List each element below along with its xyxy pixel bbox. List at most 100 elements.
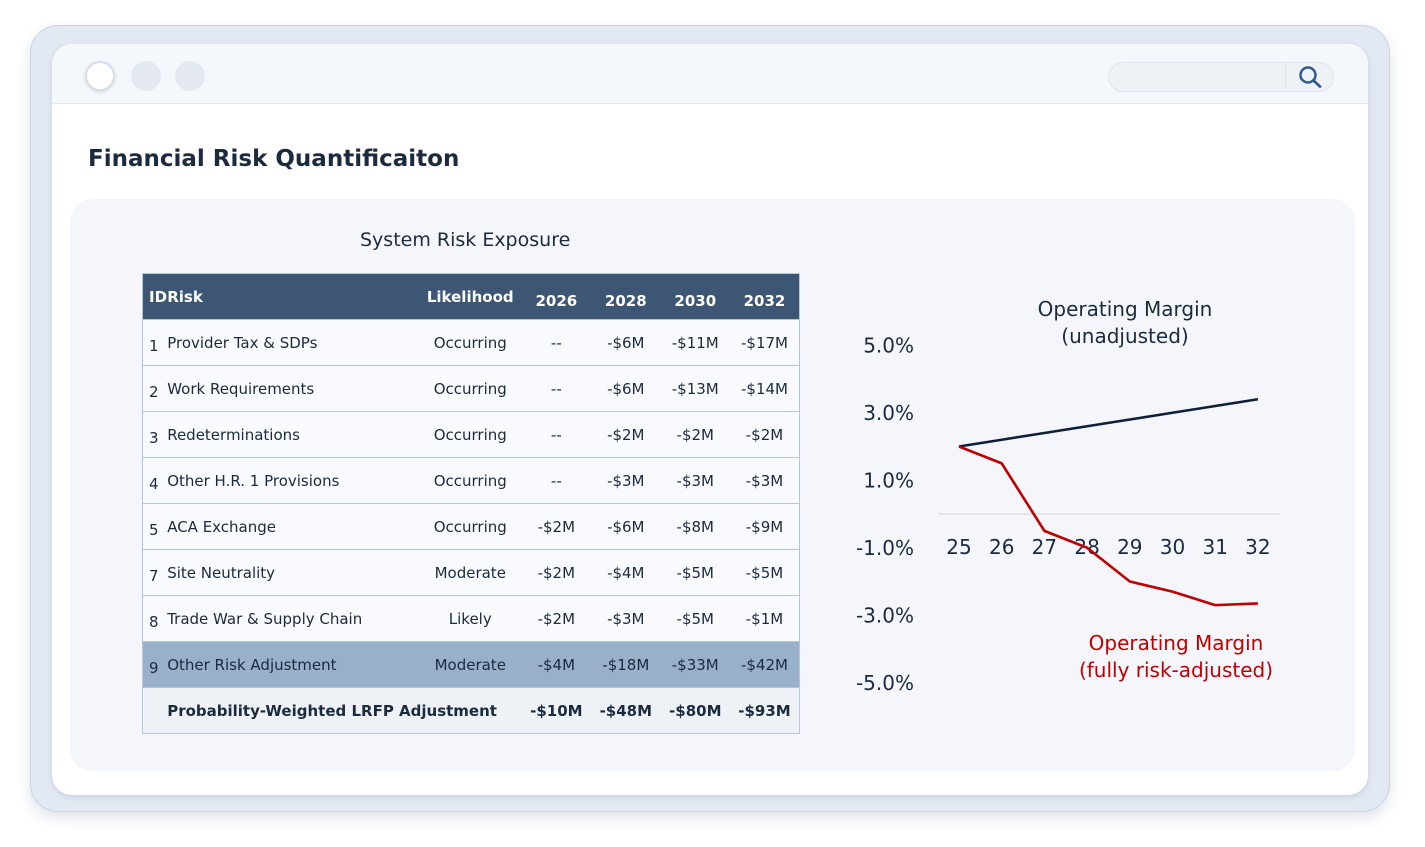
row-likelihood: Occurring <box>418 365 522 412</box>
total-label: Probability-Weighted LRFP Adjustment <box>167 687 522 734</box>
row-risk: ACA Exchange <box>167 503 419 550</box>
row-value: -$6M <box>591 319 661 366</box>
x-tick-label: 32 <box>1245 535 1270 559</box>
y-tick-label: 1.0% <box>863 468 914 492</box>
row-value: -$8M <box>660 503 730 550</box>
header-year: 2026 <box>521 273 592 320</box>
table-row: 7 Site Neutrality Moderate -$2M -$4M -$5M -$… <box>142 549 800 596</box>
row-value: -$4M <box>591 549 661 596</box>
row-value: -$2M <box>660 411 730 458</box>
row-value: -$3M <box>591 595 661 642</box>
row-likelihood: Occurring <box>418 411 522 458</box>
series-label: (fully risk-adjusted) <box>1079 658 1273 682</box>
risk-table: ID Risk Likelihood 2026 2028 2030 2032 1… <box>142 273 800 734</box>
table-title: System Risk Exposure <box>360 229 571 251</box>
total-value: -$10M <box>521 687 592 734</box>
row-value: -$2M <box>591 411 661 458</box>
row-value: -$6M <box>591 365 661 412</box>
row-risk: Work Requirements <box>167 365 419 412</box>
search-button[interactable] <box>1285 63 1333 91</box>
row-value: -- <box>521 411 592 458</box>
page-title: Financial Risk Quantificaiton <box>88 146 460 172</box>
row-value: -- <box>521 457 592 504</box>
y-tick-label: -5.0% <box>856 671 914 695</box>
row-likelihood: Moderate <box>418 641 522 688</box>
table-row: 8 Trade War & Supply Chain Likely -$2M -$3… <box>142 595 800 642</box>
row-id: 1 <box>142 319 168 366</box>
row-value: -$2M <box>521 595 592 642</box>
row-value: -$11M <box>660 319 730 366</box>
row-value: -$2M <box>521 549 592 596</box>
row-likelihood: Occurring <box>418 319 522 366</box>
row-id: 7 <box>142 549 168 596</box>
table-row: 2 Work Requirements Occurring -- -$6M -$13M… <box>142 365 800 412</box>
row-value: -$2M <box>521 503 592 550</box>
total-row: Probability-Weighted LRFP Adjustment -$10… <box>142 687 800 734</box>
row-likelihood: Moderate <box>418 549 522 596</box>
row-value: -$18M <box>591 641 661 688</box>
content-panel: System Risk Exposure ID Risk Likelihood … <box>70 199 1355 771</box>
row-likelihood: Occurring <box>418 457 522 504</box>
series-label: Operating Margin <box>1089 631 1264 655</box>
total-value: -$80M <box>660 687 730 734</box>
row-risk: Trade War & Supply Chain <box>167 595 419 642</box>
row-value: -$5M <box>660 595 730 642</box>
row-value: -$42M <box>730 641 800 688</box>
total-value: -$93M <box>730 687 800 734</box>
row-id: 2 <box>142 365 168 412</box>
row-value: -$1M <box>730 595 800 642</box>
row-value: -$6M <box>591 503 661 550</box>
table-row: 1 Provider Tax & SDPs Occurring -- -$6M -$1… <box>142 319 800 366</box>
series-line-1 <box>958 445 1258 607</box>
row-id: 3 <box>142 411 168 458</box>
row-value: -$3M <box>730 457 800 504</box>
total-id <box>142 687 168 734</box>
total-value: -$48M <box>591 687 661 734</box>
row-risk: Other Risk Adjustment <box>167 641 419 688</box>
row-risk: Provider Tax & SDPs <box>167 319 419 366</box>
row-value: -$9M <box>730 503 800 550</box>
table-header: ID Risk Likelihood 2026 2028 2030 2032 <box>142 273 800 320</box>
window-toolbar <box>52 44 1368 104</box>
row-likelihood: Occurring <box>418 503 522 550</box>
row-value: -$14M <box>730 365 800 412</box>
x-tick-label: 25 <box>946 535 971 559</box>
header-year: 2030 <box>660 273 730 320</box>
row-value: -$5M <box>660 549 730 596</box>
row-value: -$17M <box>730 319 800 366</box>
x-tick-label: 31 <box>1202 535 1227 559</box>
browser-window: Financial Risk Quantificaiton System Ris… <box>52 44 1368 795</box>
header-likelihood: Likelihood <box>418 273 522 320</box>
table-row: 9 Other Risk Adjustment Moderate -$4M -$18… <box>142 641 800 688</box>
row-risk: Redeterminations <box>167 411 419 458</box>
row-id: 8 <box>142 595 168 642</box>
row-value: -$3M <box>591 457 661 504</box>
row-value: -- <box>521 319 592 366</box>
y-tick-label: 3.0% <box>863 401 914 425</box>
row-value: -$5M <box>730 549 800 596</box>
window-minimize-button[interactable] <box>131 61 161 91</box>
series-label: Operating Margin <box>1038 297 1213 321</box>
y-tick-label: 5.0% <box>863 333 914 357</box>
window-maximize-button[interactable] <box>175 61 205 91</box>
x-tick-label: 27 <box>1032 535 1057 559</box>
table-row: 5 ACA Exchange Occurring -$2M -$6M -$8M -$9M <box>142 503 800 550</box>
header-id: ID <box>142 273 168 320</box>
y-tick-label: -3.0% <box>856 603 914 627</box>
table-row: 4 Other H.R. 1 Provisions Occurring -- -$3… <box>142 457 800 504</box>
row-id: 9 <box>142 641 168 688</box>
header-year: 2028 <box>591 273 661 320</box>
header-risk: Risk <box>167 273 419 320</box>
x-tick-label: 26 <box>989 535 1014 559</box>
series-label: (unadjusted) <box>1061 324 1188 348</box>
row-value: -$33M <box>660 641 730 688</box>
row-risk: Site Neutrality <box>167 549 419 596</box>
row-id: 4 <box>142 457 168 504</box>
table-row: 3 Redeterminations Occurring -- -$2M -$2M -$… <box>142 411 800 458</box>
search-input[interactable] <box>1108 62 1334 92</box>
window-close-button[interactable] <box>85 61 115 91</box>
row-id: 5 <box>142 503 168 550</box>
row-value: -$13M <box>660 365 730 412</box>
row-likelihood: Likely <box>418 595 522 642</box>
